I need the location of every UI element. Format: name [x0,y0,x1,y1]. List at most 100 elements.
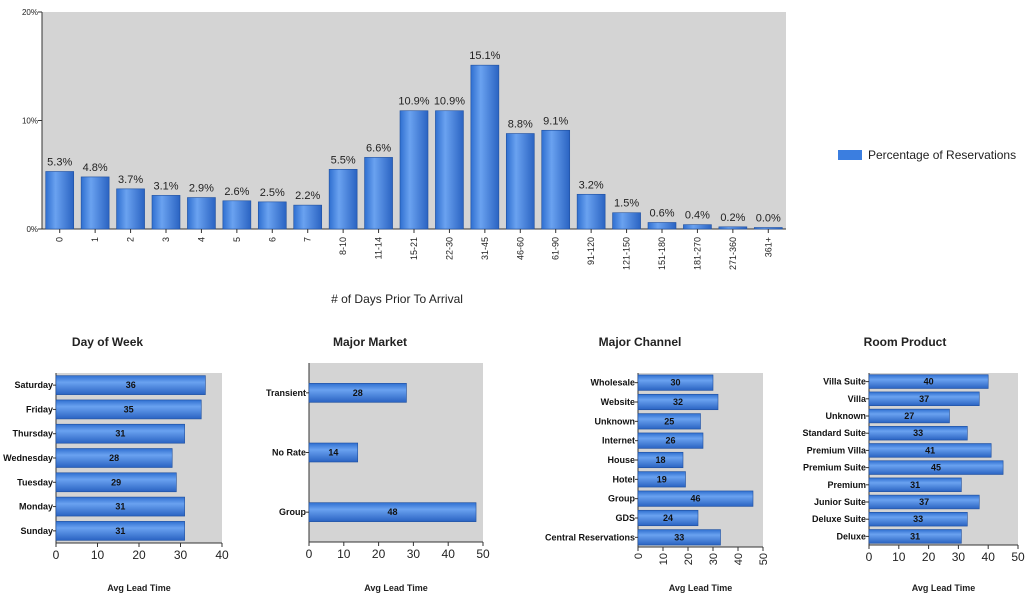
x-tick-label: 3 [161,237,171,242]
x-tick-label: 40 [442,547,456,561]
room-product-title: Room Product [863,335,947,349]
x-tick-label: 30 [174,548,188,562]
x-tick-label: 20 [372,547,386,561]
x-tick-label: 10 [91,548,105,562]
category-label: Junior Suite [814,497,866,507]
category-label: Hotel [613,474,636,484]
x-tick-label: 20 [922,550,936,564]
data-label: 6.6% [366,142,391,154]
bar [505,133,535,230]
data-label: 1.5% [614,198,639,210]
category-label: Friday [26,404,53,414]
data-label: 10.9% [434,96,465,108]
data-label: 29 [111,477,121,487]
data-label: 5.5% [331,154,356,166]
bar [45,171,75,230]
category-label: Internet [602,436,635,446]
data-label: 4.8% [83,162,108,174]
data-label: 27 [904,411,914,421]
x-tick-label: 0 [633,553,645,559]
bar [612,212,641,230]
data-label: 35 [124,404,134,414]
data-label: 8.8% [508,119,533,131]
bar [718,226,748,230]
data-label: 30 [670,378,680,388]
bar [753,227,783,230]
x-tick-label: 15-21 [409,237,419,260]
data-label: 0.2% [720,212,745,224]
x-tick-label: 40 [215,548,229,562]
data-label: 3.2% [579,179,604,191]
x-tick-label: 121-150 [622,237,632,270]
category-label: Central Reservations [545,532,635,542]
data-label: 18 [655,455,665,465]
legend-label: Percentage of Reservations [868,148,1017,162]
category-label: Thursday [12,429,53,439]
category-label: Standard Suite [802,428,866,438]
day-of-week-chart: 36 Saturday 35 Friday 31 Thursday 28 Wednesday 2… [3,373,229,593]
data-label: 33 [913,514,923,524]
x-tick-label: 7 [303,237,313,242]
data-label: 28 [109,453,119,463]
day-of-week-title: Day of Week [71,335,144,349]
bar [364,157,393,230]
data-label: 0.0% [756,213,781,225]
category-label: Villa Suite [823,377,866,387]
data-label: 31 [910,480,920,490]
bar [222,200,252,230]
x-tick-label: 40 [733,553,745,565]
data-label: 26 [665,436,675,446]
data-label: 9.1% [543,115,568,127]
x-tick-label: 0 [53,548,60,562]
data-label: 24 [663,513,673,523]
category-label: Monday [19,502,53,512]
data-label: 45 [931,463,941,473]
bar [80,176,110,230]
x-axis-title: Avg Lead Time [912,583,976,593]
x-tick-label: 271-360 [728,237,738,270]
bar [328,169,358,230]
x-tick-label: 181-270 [692,237,702,270]
data-label: 32 [673,397,683,407]
data-label: 37 [919,394,929,404]
bar [187,197,216,230]
data-label: 2.9% [189,183,214,195]
x-tick-label: 151-180 [657,237,667,270]
bar [399,110,429,230]
x-tick-label: 5 [232,237,242,242]
legend: Percentage of Reservations [838,148,1016,162]
data-label: 19 [657,474,667,484]
category-label: Wholesale [590,378,635,388]
data-label: 48 [388,507,398,517]
x-tick-label: 50 [476,547,490,561]
category-label: Group [608,494,635,504]
x-tick-label: 10 [658,553,670,565]
x-tick-label: 50 [1011,550,1025,564]
x-tick-label: 46-60 [515,237,525,260]
data-label: 3.1% [153,180,178,192]
category-label: Premium [827,480,866,490]
x-tick-label: 361+ [763,237,773,257]
bar [576,193,606,230]
legend-swatch [838,150,862,160]
major-channel-title: Major Channel [598,335,682,349]
x-tick-label: 2 [126,237,136,242]
category-label: Saturday [14,380,53,390]
data-label: 14 [328,448,338,458]
data-label: 25 [664,416,674,426]
category-label: Deluxe [836,531,866,541]
data-label: 36 [126,380,136,390]
data-label: 33 [674,532,684,542]
data-label: 37 [919,497,929,507]
x-tick-label: 10 [892,550,906,564]
y-tick-label: 0% [26,225,38,234]
data-label: 46 [690,494,700,504]
x-tick-label: 6 [267,237,277,242]
x-axis-title: Avg Lead Time [669,583,733,593]
category-label: GDS [615,513,635,523]
x-tick-label: 40 [982,550,996,564]
x-tick-label: 30 [952,550,966,564]
x-tick-label: 0 [55,237,65,242]
x-tick-label: 30 [708,553,720,565]
x-tick-label: 50 [758,553,770,565]
